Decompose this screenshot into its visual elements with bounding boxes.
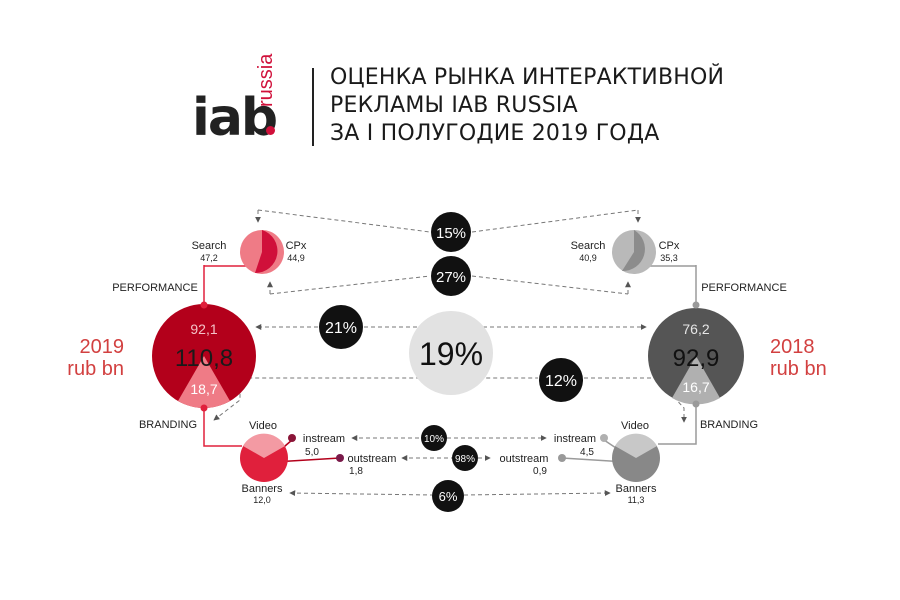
- pie-2018-branding-slice: [672, 356, 720, 405]
- pie-2019-total: [152, 304, 256, 408]
- banners-arrow-right: [463, 490, 611, 497]
- value-2018-instream: 4,5: [580, 447, 594, 458]
- pie-2018-search-cpx: [612, 230, 656, 274]
- value-2018-performance: 76,2: [682, 321, 709, 337]
- growth-banners-text: 6%: [439, 489, 458, 504]
- page-title: ОЦЕНКА РЫНКА ИНТЕРАКТИВНОЙ РЕКЛАМЫ IAB R…: [330, 64, 724, 148]
- label-2018-cpx: CPx: [659, 240, 680, 252]
- label-2018-instream: instream: [554, 433, 596, 445]
- value-2019-cpx: 44,9: [287, 253, 305, 263]
- pie-2018-video-slice: [615, 433, 657, 458]
- label-2019-performance: PERFORMANCE: [112, 282, 198, 294]
- banners-arrow-left: [289, 490, 433, 497]
- pie-2018-video-banners: [612, 433, 660, 482]
- value-2019-branding: 18,7: [190, 381, 217, 397]
- branding-arrow-left: [213, 377, 538, 421]
- label-2019-branding: BRANDING: [139, 419, 197, 431]
- label-2019-outstream: outstream: [348, 453, 397, 465]
- pie-2019-search-cpx: [240, 230, 284, 274]
- dot-2018-branding: [692, 400, 700, 408]
- growth-outstream-text: 98%: [455, 454, 475, 465]
- growth-instream-text: 10%: [424, 434, 444, 445]
- year-2018: 2018: [770, 336, 815, 358]
- pie-2019-video-banners: [240, 433, 288, 482]
- label-2019-video: Video: [249, 420, 277, 432]
- label-2019-cpx: CPx: [286, 240, 307, 252]
- growth-total-text: 19%: [419, 336, 483, 372]
- growth-performance-text: 21%: [325, 320, 357, 337]
- pie-2018-total: [648, 308, 744, 405]
- dot-2018-outstream: [558, 454, 566, 462]
- search-arrow-left: [257, 209, 431, 233]
- badge-total-growth: [409, 311, 493, 395]
- year-2019-label: 2019 rub bn: [58, 336, 124, 380]
- dot-2019-performance: [200, 301, 208, 309]
- value-2018-branding: 16,7: [682, 379, 709, 395]
- value-2018-outstream: 0,9: [533, 466, 547, 477]
- label-2018-banners: Banners: [616, 483, 657, 495]
- title-line-2: РЕКЛАМЫ IAB RUSSIA: [330, 93, 578, 118]
- year-2019: 2019: [79, 336, 125, 358]
- growth-badges: [319, 212, 583, 512]
- label-2018-outstream: outstream: [500, 453, 549, 465]
- value-2019-outstream: 1,8: [349, 466, 363, 477]
- badge-branding-growth: [539, 358, 583, 402]
- growth-search-text: 15%: [436, 225, 466, 242]
- badge-banners-growth: [432, 480, 464, 512]
- label-2018-video: Video: [621, 420, 649, 432]
- year-2018-unit: rub bn: [770, 358, 827, 380]
- title-line-1: ОЦЕНКА РЫНКА ИНТЕРАКТИВНОЙ: [330, 65, 725, 90]
- label-2019-search: Search: [192, 240, 227, 252]
- value-2019-performance: 92,1: [190, 321, 217, 337]
- dot-2019-outstream: [336, 454, 344, 462]
- cpx-arrow-right: [471, 275, 629, 295]
- label-2018-branding: BRANDING: [700, 419, 758, 431]
- badge-search-growth: [431, 212, 471, 252]
- value-2018-search: 40,9: [579, 253, 597, 263]
- badge-outstream-growth: [452, 445, 478, 471]
- connectors-2018: [561, 265, 697, 463]
- year-2018-label: 2018 rub bn: [770, 336, 836, 380]
- dot-2019-branding: [200, 404, 208, 412]
- label-2018-search: Search: [571, 240, 606, 252]
- badge-instream-growth: [421, 425, 447, 451]
- value-2018-cpx: 35,3: [660, 253, 678, 263]
- value-2019-instream: 5,0: [305, 447, 319, 458]
- title-divider: [312, 68, 314, 146]
- value-2019-search: 47,2: [200, 253, 218, 263]
- dot-2019-instream: [288, 434, 296, 442]
- badge-cpx-growth: [431, 256, 471, 296]
- growth-branding-text: 12%: [545, 373, 577, 390]
- connector-2019-branding: [203, 408, 242, 447]
- dot-2018-instream: [600, 434, 608, 442]
- value-2018-banners: 11,3: [628, 495, 645, 505]
- label-2019-banners: Banners: [242, 483, 283, 495]
- pie-2019-cpx-slice: [255, 230, 278, 274]
- cpx-arrow-left: [269, 275, 431, 295]
- label-2019-instream: instream: [303, 433, 345, 445]
- dot-2018-performance: [692, 301, 700, 309]
- iab-russia-logo: iab russia: [192, 54, 302, 152]
- badge-performance-growth: [319, 305, 363, 349]
- value-2018-total: 92,9: [673, 345, 720, 372]
- title-line-3: ЗА I ПОЛУГОДИЕ 2019 ГОДА: [330, 121, 660, 146]
- logo-iab-text: iab: [192, 88, 278, 148]
- connector-2018-branding: [658, 404, 697, 445]
- search-arrow-right: [471, 209, 639, 233]
- pie-2019-video-slice: [243, 433, 285, 458]
- comparison-arrows: [213, 209, 687, 497]
- label-2018-performance: PERFORMANCE: [701, 282, 787, 294]
- growth-cpx-text: 27%: [436, 269, 466, 286]
- value-2019-total: 110,8: [175, 345, 233, 372]
- value-2019-banners: 12,0: [253, 495, 271, 505]
- pie-2019-branding-slice: [178, 356, 230, 408]
- pie-2018-cpx-slice: [622, 230, 645, 272]
- logo-dot: [266, 126, 275, 135]
- year-2019-unit: rub bn: [67, 358, 124, 380]
